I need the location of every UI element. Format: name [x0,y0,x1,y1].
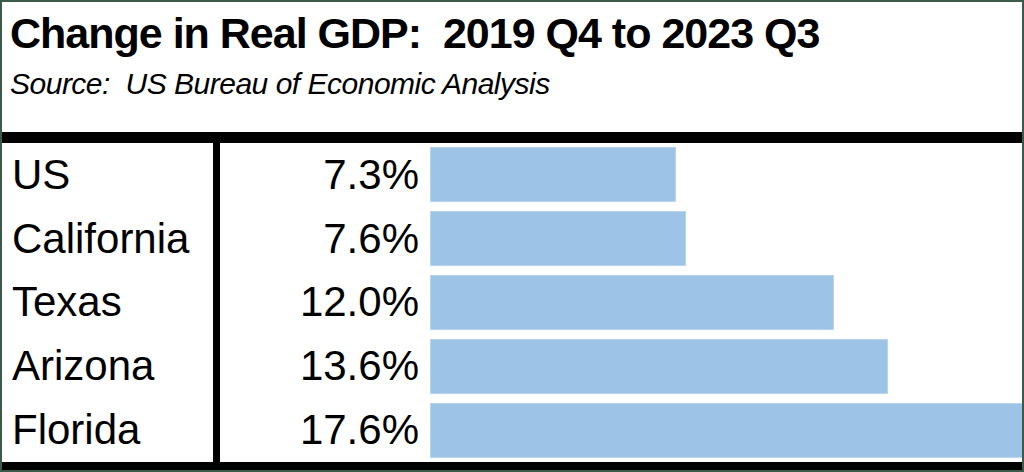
chart-row-florida: Florida 17.6% [2,398,1022,462]
category-label: Arizona [12,342,154,390]
bar-arizona [430,403,1023,458]
chart-row-california: California 7.6% [2,207,1022,271]
bottom-axis-line [2,462,1022,471]
chart-row-arizona: Arizona 13.6% [2,334,1022,398]
category-label: US [12,151,70,199]
category-label: Texas [12,278,122,326]
category-label: California [12,215,189,263]
value-label: 17.6% [220,406,419,454]
value-label: 13.6% [220,342,419,390]
bar-florida [430,339,888,394]
header-separator-line [2,132,1022,143]
category-axis-line [213,143,220,462]
bar-texas [430,275,834,330]
chart-frame: Change in Real GDP: 2019 Q4 to 2023 Q3 S… [0,0,1024,472]
value-label: 7.3% [220,151,419,199]
category-label: Florida [12,406,140,454]
chart-row-texas: Texas 12.0% [2,271,1022,335]
bar-us [430,147,676,202]
bar-california [430,211,686,266]
bar-chart: US 7.3% California 7.6% Texas 12.0% Ariz… [2,143,1022,462]
source-caption: Source: US Bureau of Economic Analysis [10,64,550,104]
value-label: 7.6% [220,215,419,263]
value-label: 12.0% [220,278,419,326]
page-title: Change in Real GDP: 2019 Q4 to 2023 Q3 [10,8,819,58]
chart-row-us: US 7.3% [2,143,1022,207]
